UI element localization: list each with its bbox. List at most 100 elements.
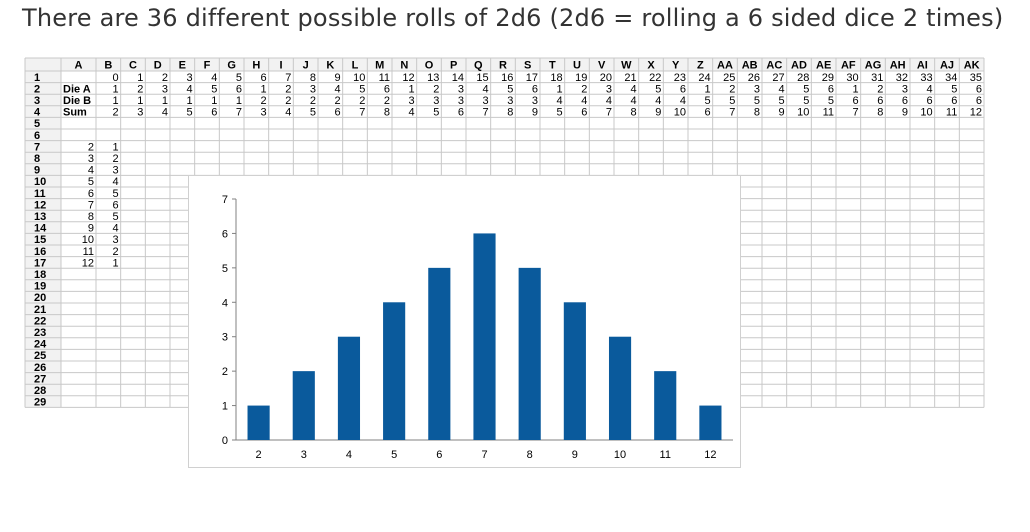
row-header[interactable]: 16 — [34, 246, 46, 258]
column-header-z[interactable]: Z — [697, 60, 704, 72]
column-header-ag[interactable]: AG — [865, 60, 882, 72]
column-header-v[interactable]: V — [598, 60, 606, 72]
column-header-j[interactable]: J — [303, 60, 309, 72]
bar-7[interactable] — [473, 233, 496, 440]
cell-die-b: 3 — [532, 95, 538, 107]
x-tick-label: 9 — [572, 449, 578, 461]
column-header-s[interactable]: S — [524, 60, 531, 72]
row-header[interactable]: 17 — [34, 257, 46, 269]
row-header[interactable]: 21 — [34, 304, 46, 316]
column-header-m[interactable]: M — [375, 60, 384, 72]
bar-8[interactable] — [518, 267, 541, 440]
column-header-ac[interactable]: AC — [766, 60, 782, 72]
column-header-d[interactable]: D — [154, 60, 162, 72]
row-header[interactable]: 20 — [34, 292, 46, 304]
freq-sum-cell: 4 — [88, 165, 94, 177]
bar-3[interactable] — [292, 371, 315, 440]
row-header[interactable]: 22 — [34, 315, 46, 327]
row-header[interactable]: 26 — [34, 362, 46, 374]
column-header-t[interactable]: T — [549, 60, 556, 72]
freq-count-cell: 5 — [113, 211, 119, 223]
row-header[interactable]: 7 — [34, 141, 40, 153]
cell-roll-index: 21 — [624, 72, 636, 84]
bar-10[interactable] — [608, 336, 632, 440]
cell-roll-index: 9 — [335, 72, 341, 84]
column-header-h[interactable]: H — [252, 60, 260, 72]
column-header-l[interactable]: L — [352, 60, 359, 72]
row-header[interactable]: 29 — [34, 397, 46, 409]
row-header[interactable]: 25 — [34, 350, 46, 362]
cell-die-b: 1 — [162, 95, 168, 107]
cell-die-b: 4 — [581, 95, 587, 107]
row-header[interactable]: 6 — [34, 130, 40, 142]
bar-11[interactable] — [654, 371, 677, 440]
bar-6[interactable] — [428, 267, 451, 440]
bar-12[interactable] — [699, 405, 722, 440]
column-header-w[interactable]: W — [621, 60, 632, 72]
column-header-r[interactable]: R — [499, 60, 507, 72]
cell-die-b: 1 — [187, 95, 193, 107]
column-header-ak[interactable]: AK — [964, 60, 980, 72]
cell-roll-index: 4 — [211, 72, 217, 84]
freq-sum-cell: 12 — [82, 257, 94, 269]
row-header[interactable]: 5 — [34, 118, 40, 130]
row-header[interactable]: 8 — [34, 153, 40, 165]
row-header[interactable]: 10 — [34, 176, 46, 188]
column-header-y[interactable]: Y — [672, 60, 680, 72]
row-header[interactable]: 15 — [34, 234, 46, 246]
row-label: Sum — [63, 107, 87, 119]
column-header-ad[interactable]: AD — [791, 60, 807, 72]
column-header-u[interactable]: U — [573, 60, 581, 72]
row-header[interactable]: 19 — [34, 281, 46, 293]
column-header-n[interactable]: N — [400, 60, 408, 72]
row-header[interactable]: 4 — [34, 107, 41, 119]
column-header-q[interactable]: Q — [474, 60, 483, 72]
column-header-b[interactable]: B — [104, 60, 112, 72]
bar-9[interactable] — [563, 302, 586, 440]
row-header[interactable]: 3 — [34, 95, 40, 107]
freq-sum-cell: 2 — [88, 141, 94, 153]
row-header[interactable]: 11 — [34, 188, 46, 200]
cell-die-a: 2 — [877, 83, 883, 95]
row-header[interactable]: 2 — [34, 83, 40, 95]
y-tick-label: 2 — [222, 366, 228, 378]
cell-sum: 9 — [902, 107, 908, 119]
column-header-x[interactable]: X — [647, 60, 655, 72]
row-header[interactable]: 28 — [34, 385, 46, 397]
column-header-c[interactable]: C — [129, 60, 137, 72]
freq-count-cell: 1 — [113, 257, 119, 269]
bar-4[interactable] — [337, 336, 361, 440]
y-tick-label: 3 — [222, 332, 228, 344]
column-header-f[interactable]: F — [204, 60, 211, 72]
row-header[interactable]: 13 — [34, 211, 46, 223]
cell-sum: 7 — [853, 107, 859, 119]
column-header-a[interactable]: A — [75, 60, 83, 72]
x-tick-label: 12 — [704, 449, 716, 461]
bar-2[interactable] — [247, 405, 270, 440]
row-label: Die A — [63, 83, 91, 95]
column-header-aa[interactable]: AA — [717, 60, 733, 72]
column-header-ab[interactable]: AB — [742, 60, 758, 72]
row-header[interactable]: 9 — [34, 165, 40, 177]
column-header-k[interactable]: K — [326, 60, 334, 72]
row-header[interactable]: 27 — [34, 373, 46, 385]
row-header[interactable]: 14 — [34, 223, 47, 235]
row-header[interactable]: 18 — [34, 269, 46, 281]
column-header-ae[interactable]: AE — [816, 60, 831, 72]
row-header[interactable]: 24 — [34, 339, 47, 351]
cell-roll-index: 30 — [846, 72, 858, 84]
column-header-e[interactable]: E — [179, 60, 186, 72]
column-header-o[interactable]: O — [425, 60, 434, 72]
column-header-ah[interactable]: AH — [890, 60, 906, 72]
row-header[interactable]: 12 — [34, 199, 46, 211]
column-header-aj[interactable]: AJ — [940, 60, 954, 72]
column-header-af[interactable]: AF — [841, 60, 856, 72]
column-header-p[interactable]: P — [450, 60, 457, 72]
column-header-ai[interactable]: AI — [917, 60, 928, 72]
row-header[interactable]: 23 — [34, 327, 46, 339]
bar-5[interactable] — [383, 302, 406, 440]
column-header-g[interactable]: G — [227, 60, 236, 72]
column-header-i[interactable]: I — [279, 60, 282, 72]
row-header[interactable]: 1 — [34, 72, 40, 84]
